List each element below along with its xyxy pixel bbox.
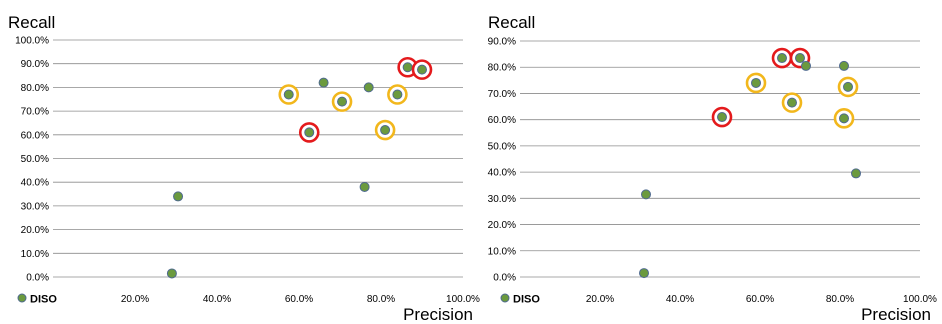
- y-tick-label: 0.0%: [26, 273, 49, 284]
- data-point: [777, 53, 787, 64]
- y-tick-label: 90.0%: [21, 59, 49, 70]
- data-point: [166, 268, 177, 279]
- x-tick-label: 60.0%: [285, 294, 313, 305]
- data-point: [318, 77, 329, 88]
- data-point: [359, 181, 370, 192]
- y-tick-label: 70.0%: [21, 107, 49, 118]
- y-tick-label: 60.0%: [488, 115, 516, 126]
- y-tick-label: 60.0%: [21, 130, 49, 141]
- data-point: [173, 191, 184, 202]
- legend-marker: [500, 293, 510, 303]
- data-point: [717, 112, 727, 123]
- x-tick-label: 100.0%: [903, 294, 937, 305]
- y-tick-label: 10.0%: [488, 246, 516, 257]
- x-tick-label: 40.0%: [666, 294, 694, 305]
- data-point: [417, 64, 427, 75]
- data-point: [801, 60, 811, 71]
- data-point: [304, 127, 315, 138]
- x-axis-title: Precision: [403, 305, 473, 324]
- y-axis-title: Recall: [488, 13, 535, 32]
- data-point: [839, 113, 849, 124]
- y-tick-label: 20.0%: [488, 220, 516, 231]
- y-tick-label: 10.0%: [21, 249, 49, 260]
- x-tick-label: 20.0%: [121, 294, 149, 305]
- x-tick-label: 80.0%: [367, 294, 395, 305]
- y-axis-title: Recall: [8, 13, 55, 32]
- data-point: [751, 77, 761, 88]
- data-point: [639, 268, 649, 279]
- x-tick-label: 40.0%: [203, 294, 231, 305]
- y-tick-label: 50.0%: [21, 154, 49, 165]
- data-point: [337, 96, 348, 107]
- y-tick-label: 40.0%: [488, 168, 516, 179]
- x-tick-label: 80.0%: [826, 294, 854, 305]
- data-point: [839, 60, 849, 71]
- y-tick-label: 30.0%: [21, 201, 49, 212]
- data-point: [851, 168, 861, 179]
- legend-label: DISO: [513, 294, 540, 306]
- data-point: [641, 189, 651, 200]
- x-tick-label: 60.0%: [746, 294, 774, 305]
- x-tick-label: 20.0%: [586, 294, 614, 305]
- y-tick-label: 80.0%: [488, 63, 516, 74]
- data-point: [787, 97, 797, 108]
- y-tick-label: 20.0%: [21, 225, 49, 236]
- y-tick-label: 80.0%: [21, 83, 49, 94]
- data-point: [402, 62, 413, 73]
- y-tick-label: 40.0%: [21, 178, 49, 189]
- x-axis-title: Precision: [861, 305, 931, 324]
- y-tick-label: 100.0%: [15, 36, 49, 47]
- legend-marker: [17, 293, 27, 303]
- y-tick-label: 50.0%: [488, 141, 516, 152]
- legend-label: DISO: [30, 294, 57, 306]
- y-tick-label: 30.0%: [488, 194, 516, 205]
- x-tick-label: 100.0%: [446, 294, 480, 305]
- data-point: [283, 89, 294, 100]
- data-point: [380, 125, 391, 136]
- data-point: [843, 81, 853, 92]
- data-point: [392, 89, 403, 100]
- data-point: [795, 53, 805, 64]
- y-tick-label: 90.0%: [488, 37, 516, 48]
- data-point: [363, 82, 374, 93]
- y-tick-label: 70.0%: [488, 89, 516, 100]
- y-tick-label: 0.0%: [493, 273, 516, 284]
